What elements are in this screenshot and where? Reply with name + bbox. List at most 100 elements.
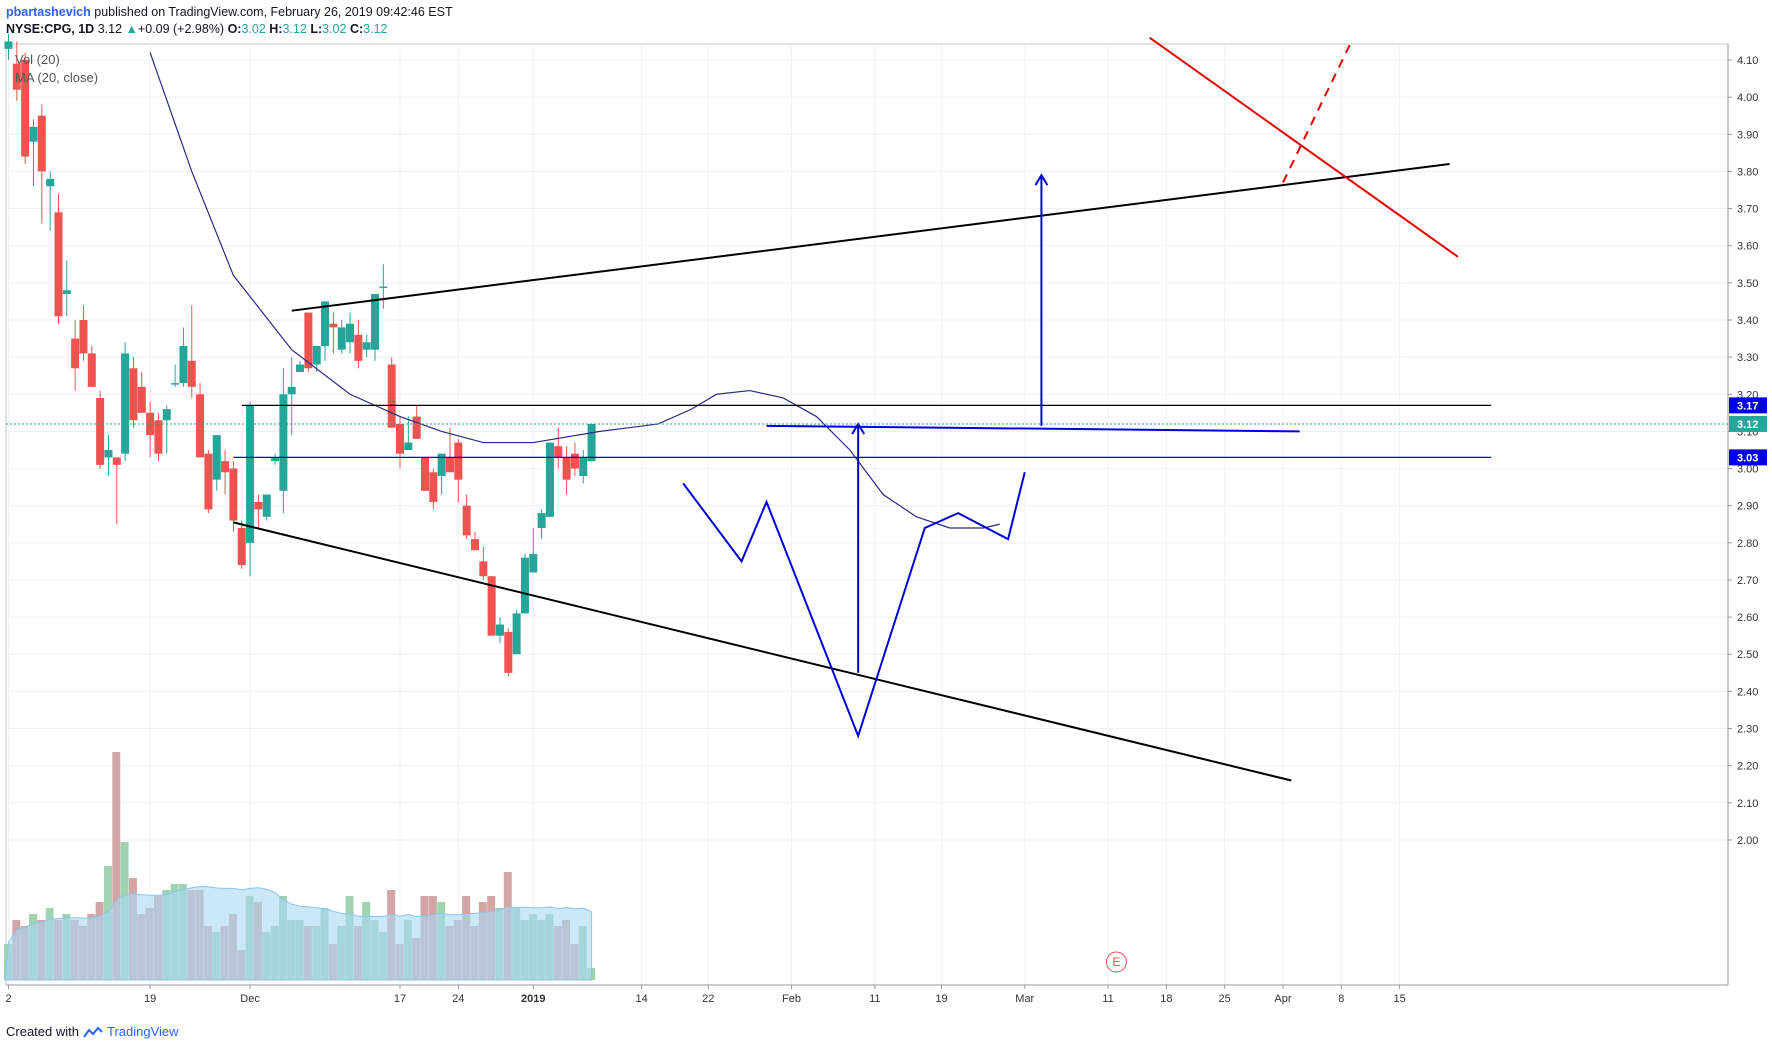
candle (470, 531, 479, 551)
price-label-text: 3.03 (1737, 452, 1758, 464)
close-label: C: (349, 22, 364, 36)
candle (371, 293, 380, 361)
candle-body (312, 345, 321, 365)
candle (12, 41, 21, 101)
candle (396, 416, 405, 469)
candle (262, 494, 271, 521)
candle-body (537, 513, 546, 528)
candle-body (579, 457, 588, 476)
y-tick-label: 3.30 (1737, 352, 1758, 364)
candle (54, 193, 63, 324)
low-value: 3.02 (322, 22, 347, 36)
open-value: 3.02 (241, 22, 266, 36)
y-tick-label: 4.10 (1737, 55, 1758, 67)
trendline-red-dashed (1282, 44, 1351, 183)
candle-body (154, 420, 163, 454)
candle (387, 357, 396, 428)
x-tick-label: Dec (240, 993, 260, 1005)
candle (495, 617, 504, 644)
ma-indicator-label[interactable]: MA (20, close) (15, 70, 98, 85)
candle (579, 449, 588, 484)
close-value: 3.12 (363, 22, 388, 36)
candle-body (196, 394, 205, 458)
candle (312, 345, 321, 372)
candle (545, 442, 554, 517)
low-label: L: (310, 22, 323, 36)
candle-body (487, 576, 496, 636)
y-tick-label: 2.30 (1737, 724, 1758, 736)
candle-body (54, 212, 63, 317)
author-link[interactable]: pbartashevich (6, 5, 91, 19)
x-tick-label: 22 (702, 993, 714, 1005)
candle-body (246, 405, 255, 543)
candle-body (396, 423, 405, 454)
y-tick-label: 2.70 (1737, 575, 1758, 587)
candle-body (512, 613, 521, 655)
price-label-text: 3.17 (1737, 400, 1758, 412)
time-axis[interactable]: 2 19 Dec 17 24 2019 14 22 Feb 11 19 Mar 11 18 25 Apr 8 15 (5, 985, 1406, 1005)
candle-body (462, 505, 471, 536)
candle (162, 405, 171, 454)
volume-ma-area (4, 885, 593, 981)
drawings (233, 36, 1492, 782)
x-tick-label: 25 (1219, 993, 1231, 1005)
candle-body (254, 501, 263, 510)
candle-body (412, 416, 421, 439)
candle-body (279, 394, 288, 491)
candle (512, 609, 521, 655)
candle-body (229, 468, 238, 521)
high-value: 3.12 (282, 22, 307, 36)
candle (346, 312, 355, 354)
candle-body (137, 386, 146, 413)
candle-body (421, 457, 429, 491)
high-label: H: (269, 22, 283, 36)
candle (379, 264, 388, 309)
candle-body (221, 461, 230, 473)
candle-body (554, 446, 563, 458)
candle (21, 52, 30, 164)
ma20-line (149, 52, 1000, 529)
candle (562, 446, 571, 495)
candle-body (479, 561, 488, 577)
candle-body (504, 631, 513, 673)
y-tick-label: 3.90 (1737, 129, 1758, 141)
candle-body (87, 353, 96, 387)
candle-body (112, 457, 121, 465)
earnings-circle[interactable] (1105, 951, 1127, 973)
candle (196, 383, 205, 458)
candle (29, 119, 38, 187)
price-change: +0.09 (+2.98%) (137, 22, 225, 36)
candle-body (454, 442, 463, 480)
candle (104, 435, 113, 476)
y-tick-label: 2.10 (1737, 798, 1758, 810)
candle-body (129, 368, 138, 421)
x-tick-label: Apr (1274, 993, 1291, 1005)
trendline-lower-support (233, 521, 1292, 782)
candle (529, 527, 538, 573)
candle (112, 457, 121, 525)
candle (246, 401, 255, 577)
y-tick-label: 2.80 (1737, 538, 1758, 550)
candle (287, 357, 296, 436)
candle-body (587, 423, 596, 462)
candle (129, 357, 138, 428)
candle-body (404, 442, 413, 450)
candle (271, 453, 280, 465)
candle (62, 260, 71, 317)
publish-header: pbartashevich published on TradingView.c… (6, 4, 453, 20)
x-tick-label: 18 (1160, 993, 1172, 1005)
y-tick-label: 3.00 (1737, 464, 1758, 476)
tradingview-brand-link[interactable]: TradingView (106, 1024, 179, 1039)
volume-indicator-label[interactable]: Vol (20) (15, 52, 60, 67)
candle (429, 468, 438, 510)
candle (96, 390, 105, 469)
candle (254, 494, 263, 528)
earnings-marker[interactable]: E (1105, 951, 1127, 973)
candle-body (470, 539, 479, 551)
candle-body (545, 442, 554, 517)
candle (354, 319, 363, 369)
candle-body (304, 312, 313, 369)
volume-panel (4, 752, 596, 981)
x-tick-label: 8 (1338, 993, 1344, 1005)
